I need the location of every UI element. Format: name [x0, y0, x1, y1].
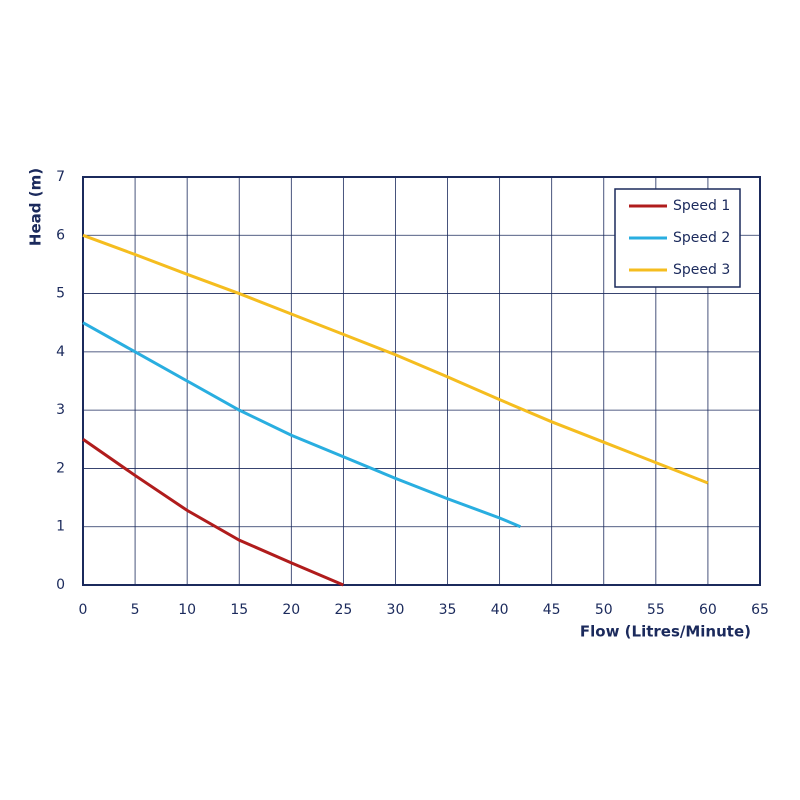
legend-label: Speed 1 — [673, 198, 730, 214]
y-axis-title: Head (m) — [27, 168, 45, 246]
x-tick-label: 65 — [751, 602, 769, 618]
line — [82, 438, 344, 587]
x-tick-label: 20 — [282, 602, 300, 618]
plot-frame — [82, 176, 761, 586]
x-tick-label: 25 — [334, 602, 352, 618]
legend-label: Speed 3 — [673, 262, 730, 278]
line — [82, 321, 522, 529]
x-tick-label: 5 — [131, 602, 140, 618]
y-tick-label: 6 — [56, 227, 65, 243]
y-tick-label: 0 — [56, 577, 65, 593]
x-tick-label: 55 — [647, 602, 665, 618]
x-tick-label: 35 — [439, 602, 457, 618]
x-tick-label: 15 — [230, 602, 248, 618]
y-tick-label: 2 — [56, 460, 65, 476]
y-tick-label: 1 — [56, 519, 65, 535]
y-tick-label: 7 — [56, 169, 65, 185]
x-tick-label: 60 — [699, 602, 717, 618]
x-tick-label: 30 — [387, 602, 405, 618]
x-axis-title: Flow (Litres/Minute) — [580, 623, 751, 641]
x-tick-label: 10 — [178, 602, 196, 618]
x-tick-label: 0 — [79, 602, 88, 618]
x-tick-label: 50 — [595, 602, 613, 618]
y-tick-label: 4 — [56, 344, 65, 360]
legend-label: Speed 2 — [673, 230, 730, 246]
y-tick-label: 3 — [56, 402, 65, 418]
x-tick-label: 40 — [491, 602, 509, 618]
x-tick-label: 45 — [543, 602, 561, 618]
y-tick-label: 5 — [56, 286, 65, 302]
line — [82, 233, 709, 485]
